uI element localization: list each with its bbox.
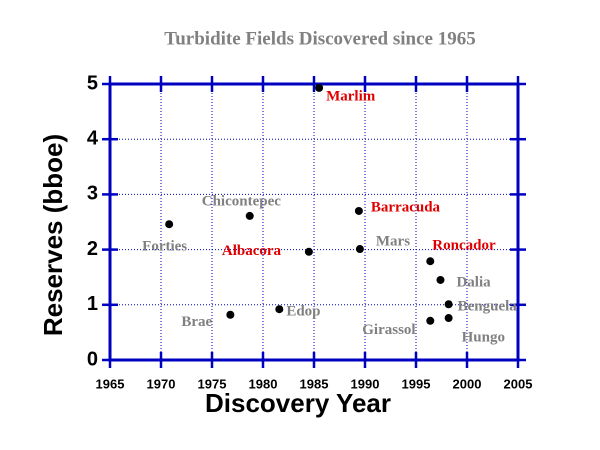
x-tick-label: 1980 xyxy=(249,376,278,391)
x-tick-label: 1975 xyxy=(198,376,227,391)
data-point xyxy=(226,310,235,319)
data-point xyxy=(304,247,313,256)
x-axis-label: Discovery Year xyxy=(205,388,391,418)
y-tick-label: 2 xyxy=(87,238,98,260)
y-tick-label: 1 xyxy=(87,293,98,315)
chart-title: Turbidite Fields Discovered since 1965 xyxy=(164,28,475,49)
x-tick-label: 1965 xyxy=(96,376,125,391)
point-label: Dalia xyxy=(456,274,491,290)
point-label: Girassol xyxy=(362,322,415,338)
y-tick-label: 4 xyxy=(87,127,99,149)
data-point xyxy=(436,275,445,284)
data-point xyxy=(354,206,363,215)
x-tick-label: 1985 xyxy=(300,376,329,391)
plot-frame xyxy=(108,82,520,362)
point-label: Edop xyxy=(286,304,320,320)
data-point xyxy=(315,83,324,92)
data-point xyxy=(165,220,174,229)
point-label: Hungo xyxy=(462,329,505,345)
point-label: Albacora xyxy=(222,243,282,259)
x-tick-label: 2000 xyxy=(453,376,482,391)
point-label: Benguela xyxy=(458,299,518,315)
point-label: Mars xyxy=(376,233,410,249)
x-tick-label: 1995 xyxy=(402,376,431,391)
data-point xyxy=(355,245,364,254)
data-point xyxy=(426,316,435,325)
point-label: Chicontepec xyxy=(202,193,281,209)
x-tick-label: 1990 xyxy=(351,376,380,391)
point-label: Roncador xyxy=(432,238,496,254)
data-point xyxy=(444,314,453,323)
x-tick-label: 1970 xyxy=(147,376,176,391)
data-point xyxy=(426,257,435,266)
point-label: Marlim xyxy=(326,88,376,104)
data-point xyxy=(245,211,254,220)
y-tick-label: 3 xyxy=(87,183,98,205)
y-tick-label: 0 xyxy=(87,348,98,370)
point-label: Barracuda xyxy=(371,199,441,215)
x-tick-label: 2005 xyxy=(504,376,533,391)
data-point xyxy=(444,300,453,309)
data-point xyxy=(275,305,284,314)
point-label: Forties xyxy=(142,239,187,255)
point-label: Brae xyxy=(181,314,212,330)
y-tick-label: 5 xyxy=(87,72,98,94)
y-axis-label: Reserves (bboe) xyxy=(38,134,68,336)
